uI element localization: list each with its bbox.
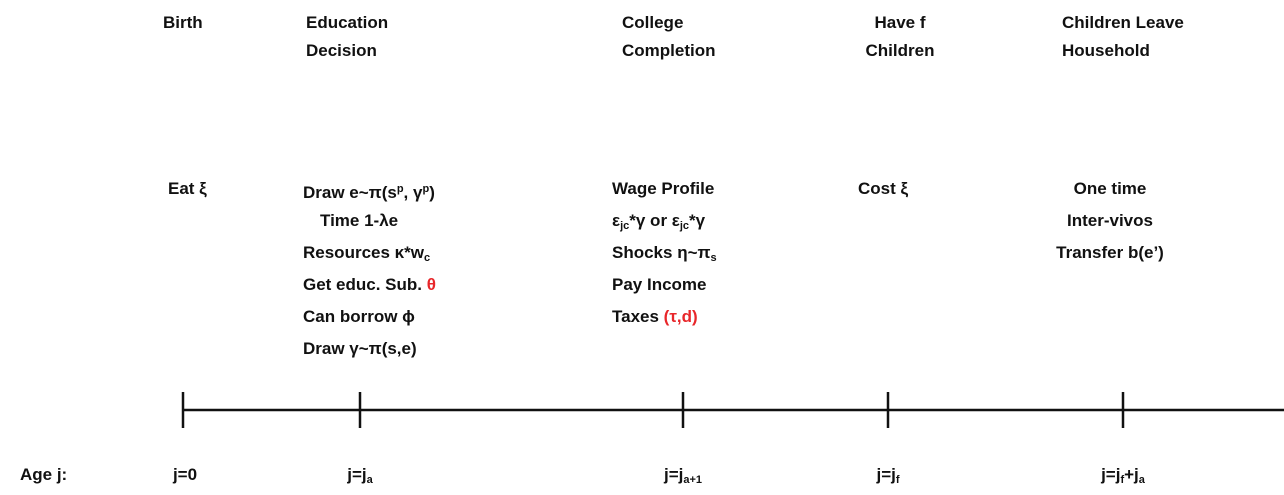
age-value: j=ja xyxy=(347,464,373,491)
text-part: Taxes xyxy=(612,307,664,326)
text-part: Wage Profile xyxy=(612,179,715,198)
header-line: Have f xyxy=(874,13,926,32)
header-line: Household xyxy=(1062,41,1150,60)
text-part: ) xyxy=(429,183,435,202)
text-part: s xyxy=(710,252,717,264)
text-part: Shocks η~π xyxy=(612,243,711,262)
text-part: Cost ξ xyxy=(858,179,909,198)
text-part: j=j xyxy=(876,465,896,484)
event-line: Get educ. Sub. θ xyxy=(303,274,436,296)
text-part: Draw γ~π(s,e) xyxy=(303,339,417,358)
header-line: Children Leave xyxy=(1062,13,1184,32)
text-part: p xyxy=(422,183,430,195)
event-line: Eat ξ xyxy=(168,178,207,200)
text-part: j=j xyxy=(347,465,367,484)
event-line: Can borrow ϕ xyxy=(303,306,415,328)
text-part: ε xyxy=(612,211,621,230)
text-part: jc xyxy=(679,220,690,232)
text-part: One time xyxy=(1073,179,1147,198)
text-part: a xyxy=(366,474,373,486)
event-line: Wage Profile xyxy=(612,178,714,200)
event-line: Cost ξ xyxy=(858,178,908,200)
age-value: j=jf xyxy=(876,464,899,491)
text-part: Pay Income xyxy=(612,275,707,294)
header-line: Children xyxy=(865,41,935,60)
event-line: εjc*γ or εjc*γ xyxy=(612,210,705,237)
text-part: f xyxy=(1120,474,1125,486)
text-part: c xyxy=(423,252,431,264)
event-line: Shocks η~πs xyxy=(612,242,717,269)
text-part: Time 1-λe xyxy=(320,211,399,230)
age-value: j=jf+ja xyxy=(1101,464,1145,491)
event-line: Pay Income xyxy=(612,274,707,296)
text-part: a+1 xyxy=(683,474,703,486)
text-part: Resources κ*w xyxy=(303,243,424,262)
text-part: j=j xyxy=(663,465,684,484)
text-part: p xyxy=(396,183,404,195)
age-label: Age j: xyxy=(20,465,68,484)
text-part: Inter-vivos xyxy=(1067,211,1153,230)
text-part: Draw e~π(s xyxy=(303,183,397,202)
event-line: One time xyxy=(1074,178,1147,200)
text-part: Transfer b(e’) xyxy=(1056,243,1164,262)
text-part: Eat ξ xyxy=(168,179,207,198)
text-part: f xyxy=(895,474,900,486)
text-part: *γ or ε xyxy=(629,211,680,230)
text-part: Get educ. Sub. xyxy=(303,275,427,294)
header-line: Birth xyxy=(163,13,203,32)
text-part: (τ,d) xyxy=(663,307,698,326)
age-value: j=ja+1 xyxy=(664,464,702,491)
event-line: Transfer b(e’) xyxy=(1056,242,1164,264)
header-line: Completion xyxy=(622,41,716,60)
text-part: , γ xyxy=(403,183,423,202)
text-part: *γ xyxy=(689,211,706,230)
event-line: Inter-vivos xyxy=(1067,210,1153,232)
text-part: a xyxy=(1138,474,1145,486)
text-part: θ xyxy=(426,275,436,294)
event-line: Time 1-λe xyxy=(320,210,398,232)
event-line: Resources κ*wc xyxy=(303,242,430,269)
text-part: Can borrow ϕ xyxy=(303,307,415,326)
axis xyxy=(181,392,1284,428)
text-part: jc xyxy=(620,220,630,232)
event-line: Draw γ~π(s,e) xyxy=(303,338,417,360)
text-part: j=j xyxy=(1101,465,1121,484)
header-line: Education xyxy=(306,13,389,32)
text-part: +j xyxy=(1124,465,1139,484)
event-line: Taxes (τ,d) xyxy=(612,306,698,328)
event-line: Draw e~π(sp, γp) xyxy=(303,178,435,204)
text-part: j=0 xyxy=(172,465,198,484)
age-value: j=0 xyxy=(173,464,197,486)
header-line: Decision xyxy=(306,41,377,60)
header-line: College xyxy=(622,13,684,32)
